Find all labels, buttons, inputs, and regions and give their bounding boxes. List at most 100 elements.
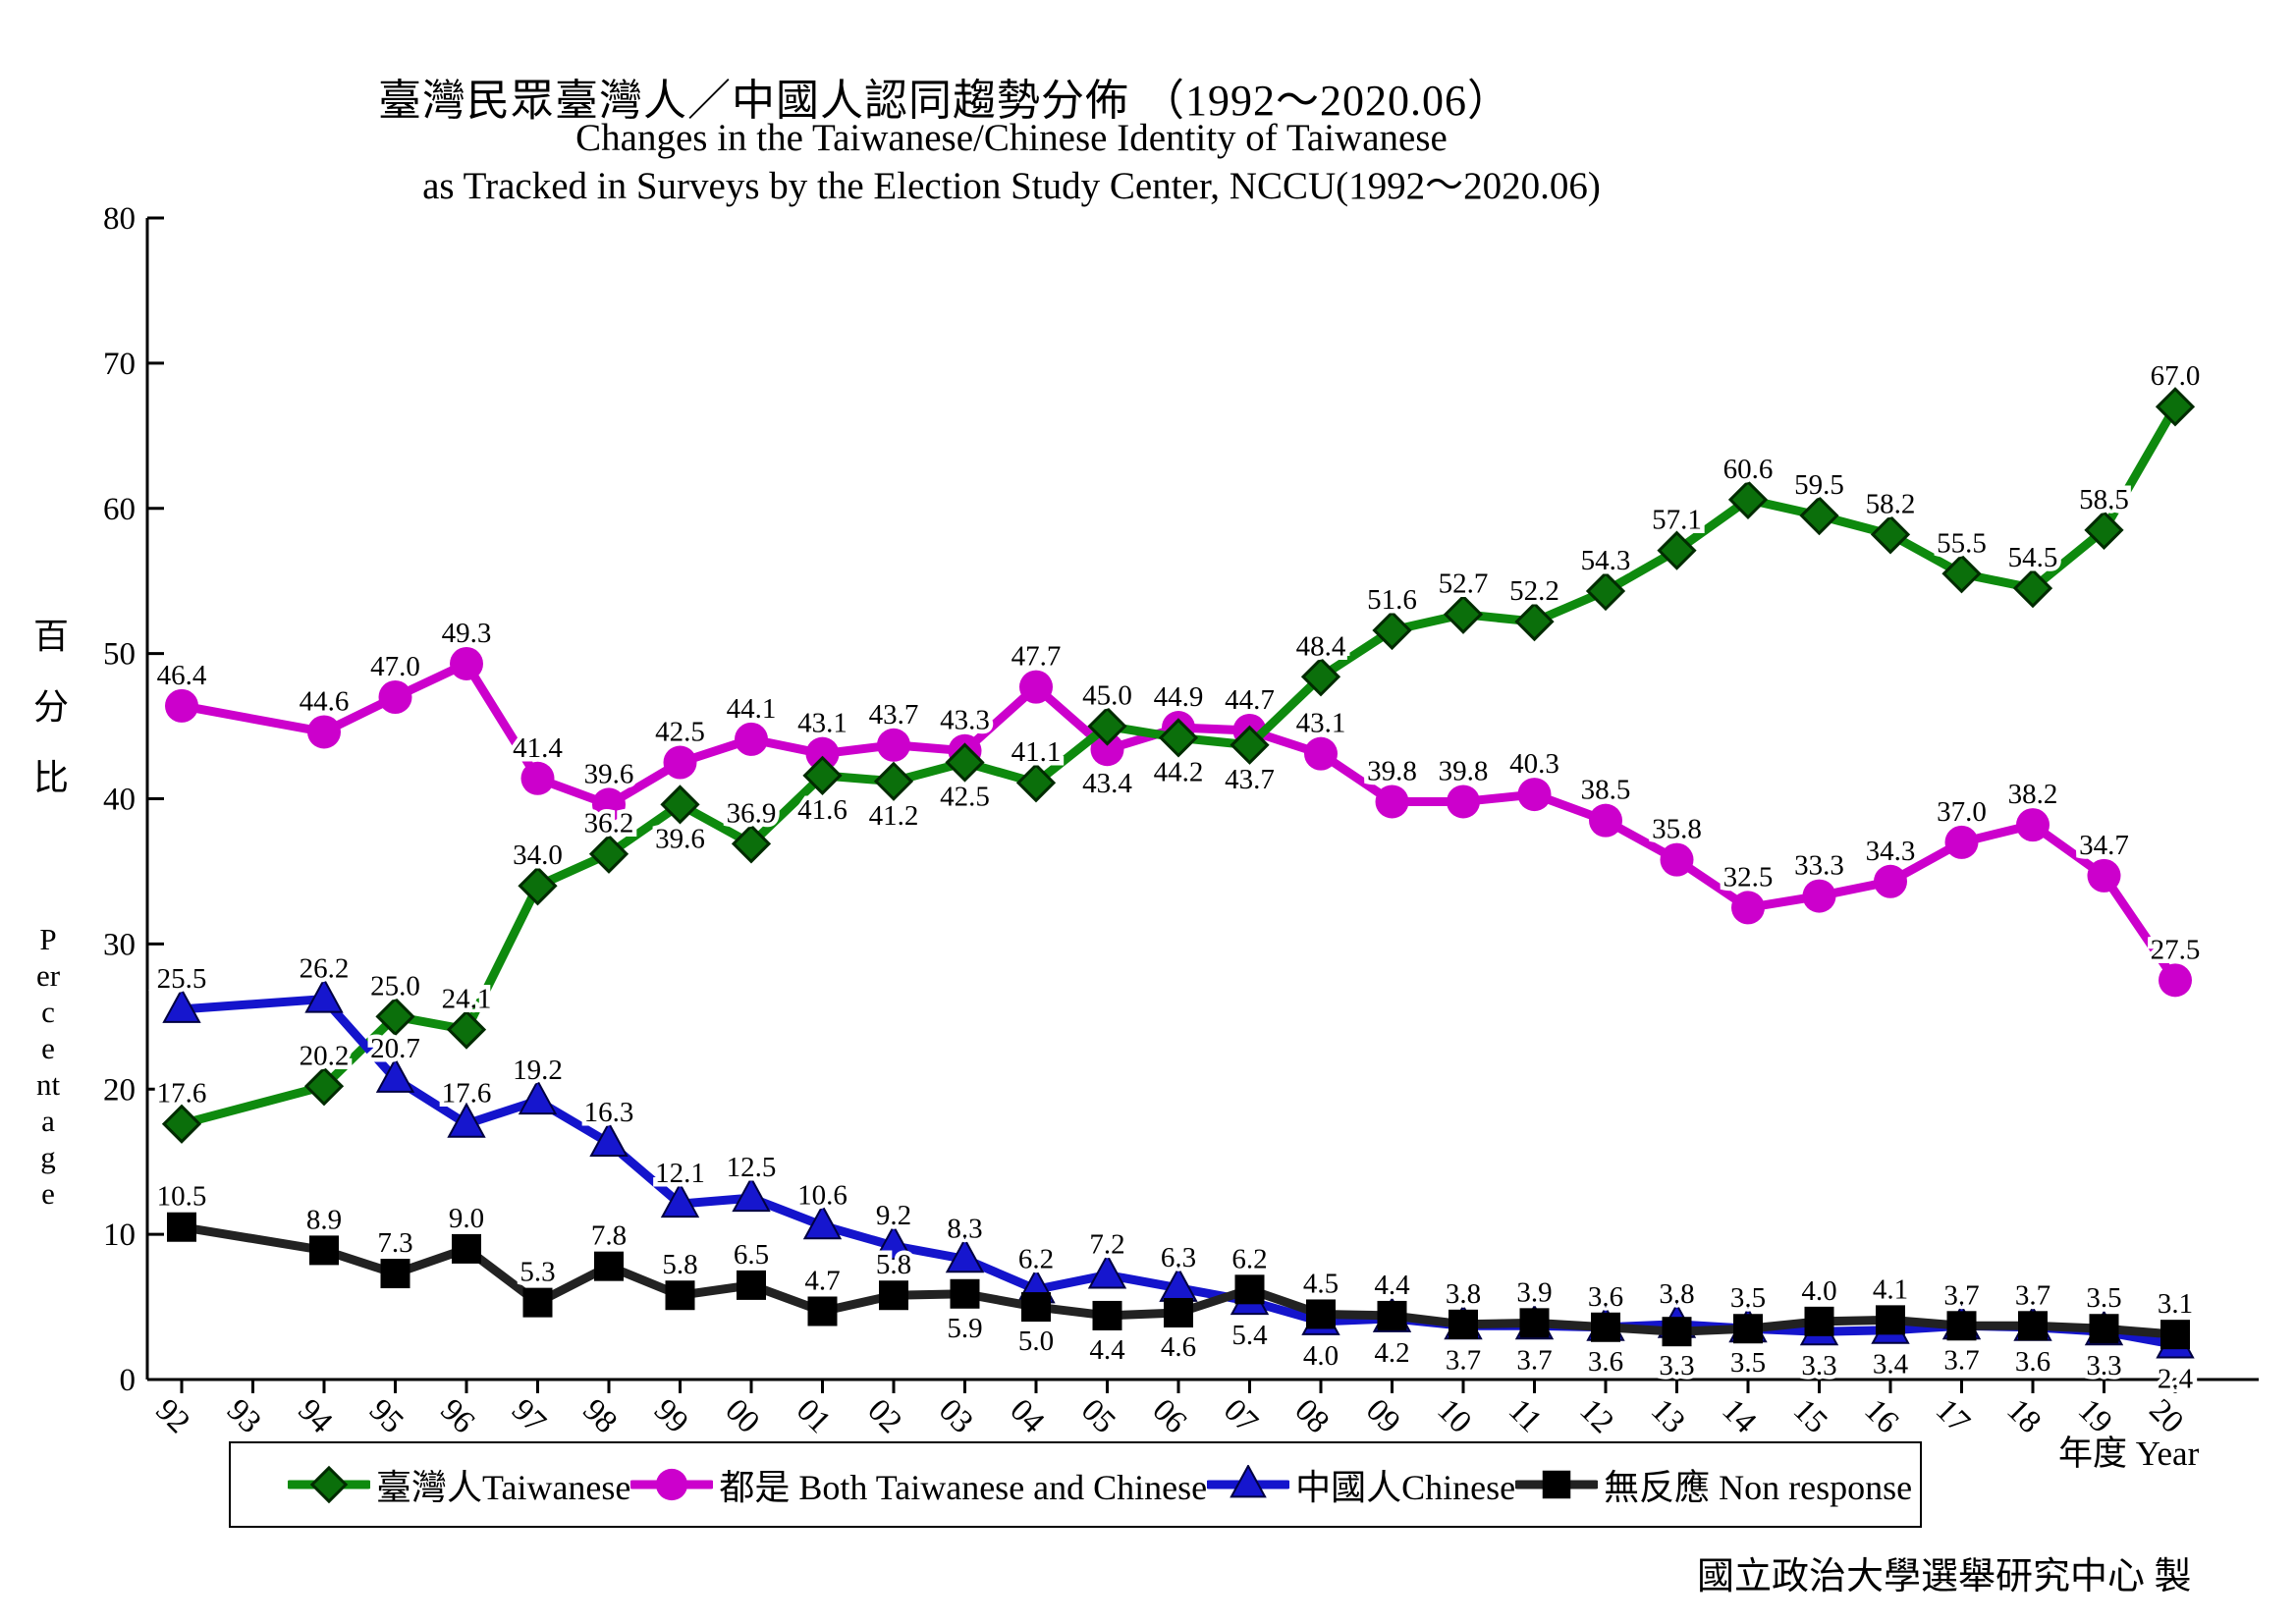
data-point-label: 51.6: [1367, 584, 1417, 616]
data-point-marker: [1799, 496, 1839, 536]
data-point-marker: [732, 1176, 771, 1213]
data-point-marker: [737, 1270, 766, 1300]
data-point-marker: [450, 646, 483, 680]
x-tick-label: 99: [647, 1392, 695, 1440]
data-point-label: 6.3: [1161, 1242, 1196, 1273]
x-tick-label: 12: [1572, 1392, 1620, 1440]
data-point-label: 37.0: [1937, 796, 1987, 828]
data-point-label: 3.7: [2015, 1279, 2050, 1311]
data-point-label: 7.8: [591, 1220, 627, 1252]
data-point-marker: [1514, 601, 1555, 642]
data-point-label: 42.5: [940, 782, 990, 813]
y-tick-label: 60: [103, 492, 136, 527]
data-point-label: 20.2: [300, 1040, 350, 1071]
data-point-label: 10.5: [157, 1181, 207, 1213]
data-point-marker: [375, 997, 415, 1037]
data-point-label: 20.7: [370, 1033, 420, 1064]
data-point-marker: [1377, 1300, 1407, 1330]
data-point-label: 39.8: [1367, 755, 1417, 786]
x-tick-label: 93: [220, 1392, 268, 1440]
data-point-marker: [2084, 510, 2124, 551]
data-point-marker: [1660, 842, 1694, 877]
data-point-marker: [1021, 1292, 1051, 1323]
data-point-marker: [1447, 785, 1480, 819]
data-point-label: 45.0: [1082, 680, 1132, 712]
data-point-marker: [162, 987, 201, 1023]
data-point-label: 4.0: [1801, 1275, 1836, 1307]
data-point-marker: [2087, 858, 2121, 893]
nonresponse-line-marker-icon: [1515, 1470, 1599, 1499]
data-point-marker: [802, 1204, 843, 1240]
data-point-marker: [2016, 808, 2050, 842]
data-point-label: 41.2: [869, 800, 919, 832]
data-point-label: 44.1: [727, 693, 777, 725]
data-point-label: 6.5: [734, 1239, 769, 1271]
data-point-marker: [380, 1259, 410, 1289]
y-axis-label-en: Percentage: [35, 922, 61, 1211]
data-point-label: 3.8: [1659, 1278, 1694, 1310]
data-point-marker: [1306, 1299, 1336, 1329]
y-tick-label: 0: [120, 1363, 137, 1398]
data-point-label: 3.9: [1516, 1276, 1552, 1308]
data-point-marker: [447, 1102, 486, 1138]
data-point-label: 43.1: [1296, 708, 1346, 739]
data-point-label: 32.5: [1723, 861, 1774, 893]
data-point-marker: [307, 715, 341, 749]
data-point-label: 5.0: [1018, 1326, 1054, 1357]
data-labels: 17.6 20.2 25.0 24.1 34.0 36.2 39.6 36.9 41.6 41.2…: [152, 356, 2205, 1399]
x-tick-label: 15: [1786, 1392, 1834, 1440]
data-point-marker: [1230, 725, 1270, 765]
data-point-marker: [1230, 1465, 1267, 1498]
x-tick-label: 09: [1359, 1392, 1407, 1440]
x-tick-label: 92: [148, 1392, 196, 1440]
chinese-line-marker-icon: [1207, 1465, 1290, 1498]
data-point-label: 54.5: [2008, 542, 2058, 573]
x-tick-label: 97: [505, 1392, 553, 1440]
data-point-label: 44.6: [300, 685, 350, 717]
x-tick-label: 03: [932, 1392, 980, 1440]
data-point-marker: [879, 1280, 908, 1311]
data-point-label: 42.5: [655, 717, 705, 748]
data-point-label: 35.8: [1652, 814, 1702, 845]
data-point-label: 12.1: [655, 1158, 705, 1189]
data-point-label: 3.3: [1659, 1350, 1694, 1381]
data-point-label: 3.4: [1873, 1349, 1909, 1380]
data-point-label: 8.3: [947, 1213, 982, 1244]
page-title-zh: 臺灣民眾臺灣人／中國人認同趨勢分佈 （1992～2020.06）: [378, 77, 1511, 125]
data-point-label: 58.2: [1866, 488, 1916, 519]
data-point-marker: [945, 1237, 985, 1273]
data-point-marker: [167, 1212, 196, 1242]
data-point-label: 44.7: [1225, 684, 1275, 716]
x-tick-label: 94: [291, 1392, 339, 1440]
data-point-label: 48.4: [1296, 630, 1346, 662]
data-point-marker: [735, 722, 768, 756]
data-point-marker: [592, 787, 626, 822]
data-point-marker: [452, 1233, 481, 1264]
data-point-label: 49.3: [442, 618, 492, 649]
legend-item-chinese: 中國人Chinese: [1207, 1459, 1515, 1510]
data-point-marker: [446, 1009, 487, 1050]
data-point-marker: [663, 745, 697, 780]
data-point-label: 38.2: [2008, 779, 2058, 810]
x-tick-label: 11: [1502, 1392, 1549, 1439]
data-point-label: 3.7: [1516, 1344, 1552, 1376]
data-point-marker: [589, 1120, 629, 1157]
source-credit: 國立政治大學選舉研究中心 製: [1697, 1556, 2192, 1597]
y-tick-label: 80: [103, 201, 136, 237]
data-point-marker: [1304, 736, 1338, 771]
data-point-label: 41.4: [513, 732, 563, 764]
page-title-en-line2: as Tracked in Surveys by the Election St…: [422, 165, 1601, 207]
data-point-marker: [1804, 1306, 1834, 1336]
data-point-marker: [1591, 1312, 1620, 1342]
data-point-marker: [1657, 530, 1697, 570]
data-point-label: 34.0: [513, 839, 563, 871]
data-point-marker: [802, 755, 843, 795]
data-point-label: 5.8: [876, 1249, 911, 1280]
data-point-label: 24.1: [442, 984, 492, 1015]
data-point-label: 3.3: [1801, 1350, 1836, 1381]
data-point-marker: [1234, 1274, 1265, 1305]
data-point-label: 36.9: [727, 797, 777, 829]
data-point-marker: [1733, 1314, 1763, 1344]
x-tick-label: 02: [860, 1392, 908, 1440]
data-point-label: 57.1: [1652, 505, 1702, 536]
